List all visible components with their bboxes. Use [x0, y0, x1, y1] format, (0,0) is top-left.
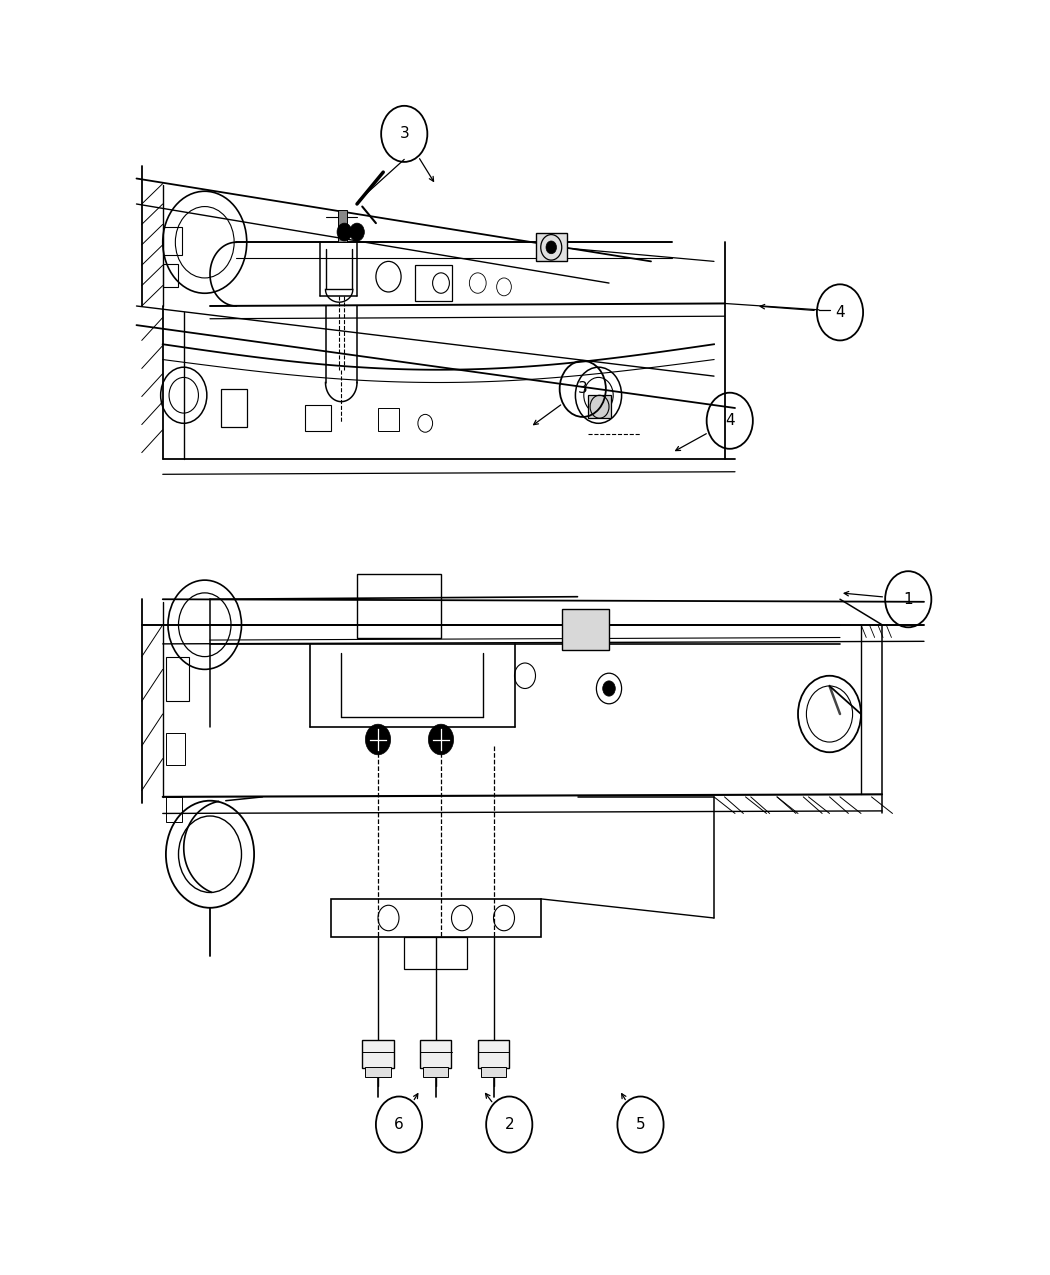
Bar: [423, 1067, 448, 1077]
Text: 3: 3: [578, 381, 588, 397]
Text: 5: 5: [635, 1117, 646, 1132]
Bar: [163, 227, 182, 255]
Circle shape: [546, 241, 556, 254]
Bar: [136, 599, 945, 1167]
Bar: [481, 1067, 506, 1077]
Text: 4: 4: [835, 305, 845, 320]
Bar: [338, 210, 347, 242]
Bar: [166, 657, 189, 701]
Circle shape: [603, 681, 615, 696]
Bar: [588, 395, 611, 418]
Text: 1: 1: [903, 592, 914, 607]
Bar: [404, 937, 467, 969]
Bar: [331, 899, 541, 937]
Bar: [163, 264, 178, 287]
Circle shape: [350, 223, 364, 241]
Bar: [420, 1040, 451, 1068]
Bar: [166, 733, 185, 765]
Bar: [562, 609, 609, 650]
Bar: [365, 1067, 391, 1077]
Text: 3: 3: [399, 126, 410, 142]
Circle shape: [365, 724, 391, 755]
Bar: [220, 389, 247, 427]
Circle shape: [428, 724, 454, 755]
Text: 6: 6: [394, 1117, 404, 1132]
Bar: [378, 408, 399, 431]
Bar: [478, 1040, 509, 1068]
Bar: [362, 1040, 394, 1068]
Text: 4: 4: [724, 413, 735, 428]
Bar: [166, 797, 182, 822]
Text: 2: 2: [504, 1117, 514, 1132]
Bar: [136, 83, 882, 580]
Bar: [304, 405, 331, 431]
Circle shape: [337, 223, 352, 241]
Bar: [357, 574, 441, 638]
Bar: [415, 265, 452, 301]
Bar: [536, 233, 567, 261]
